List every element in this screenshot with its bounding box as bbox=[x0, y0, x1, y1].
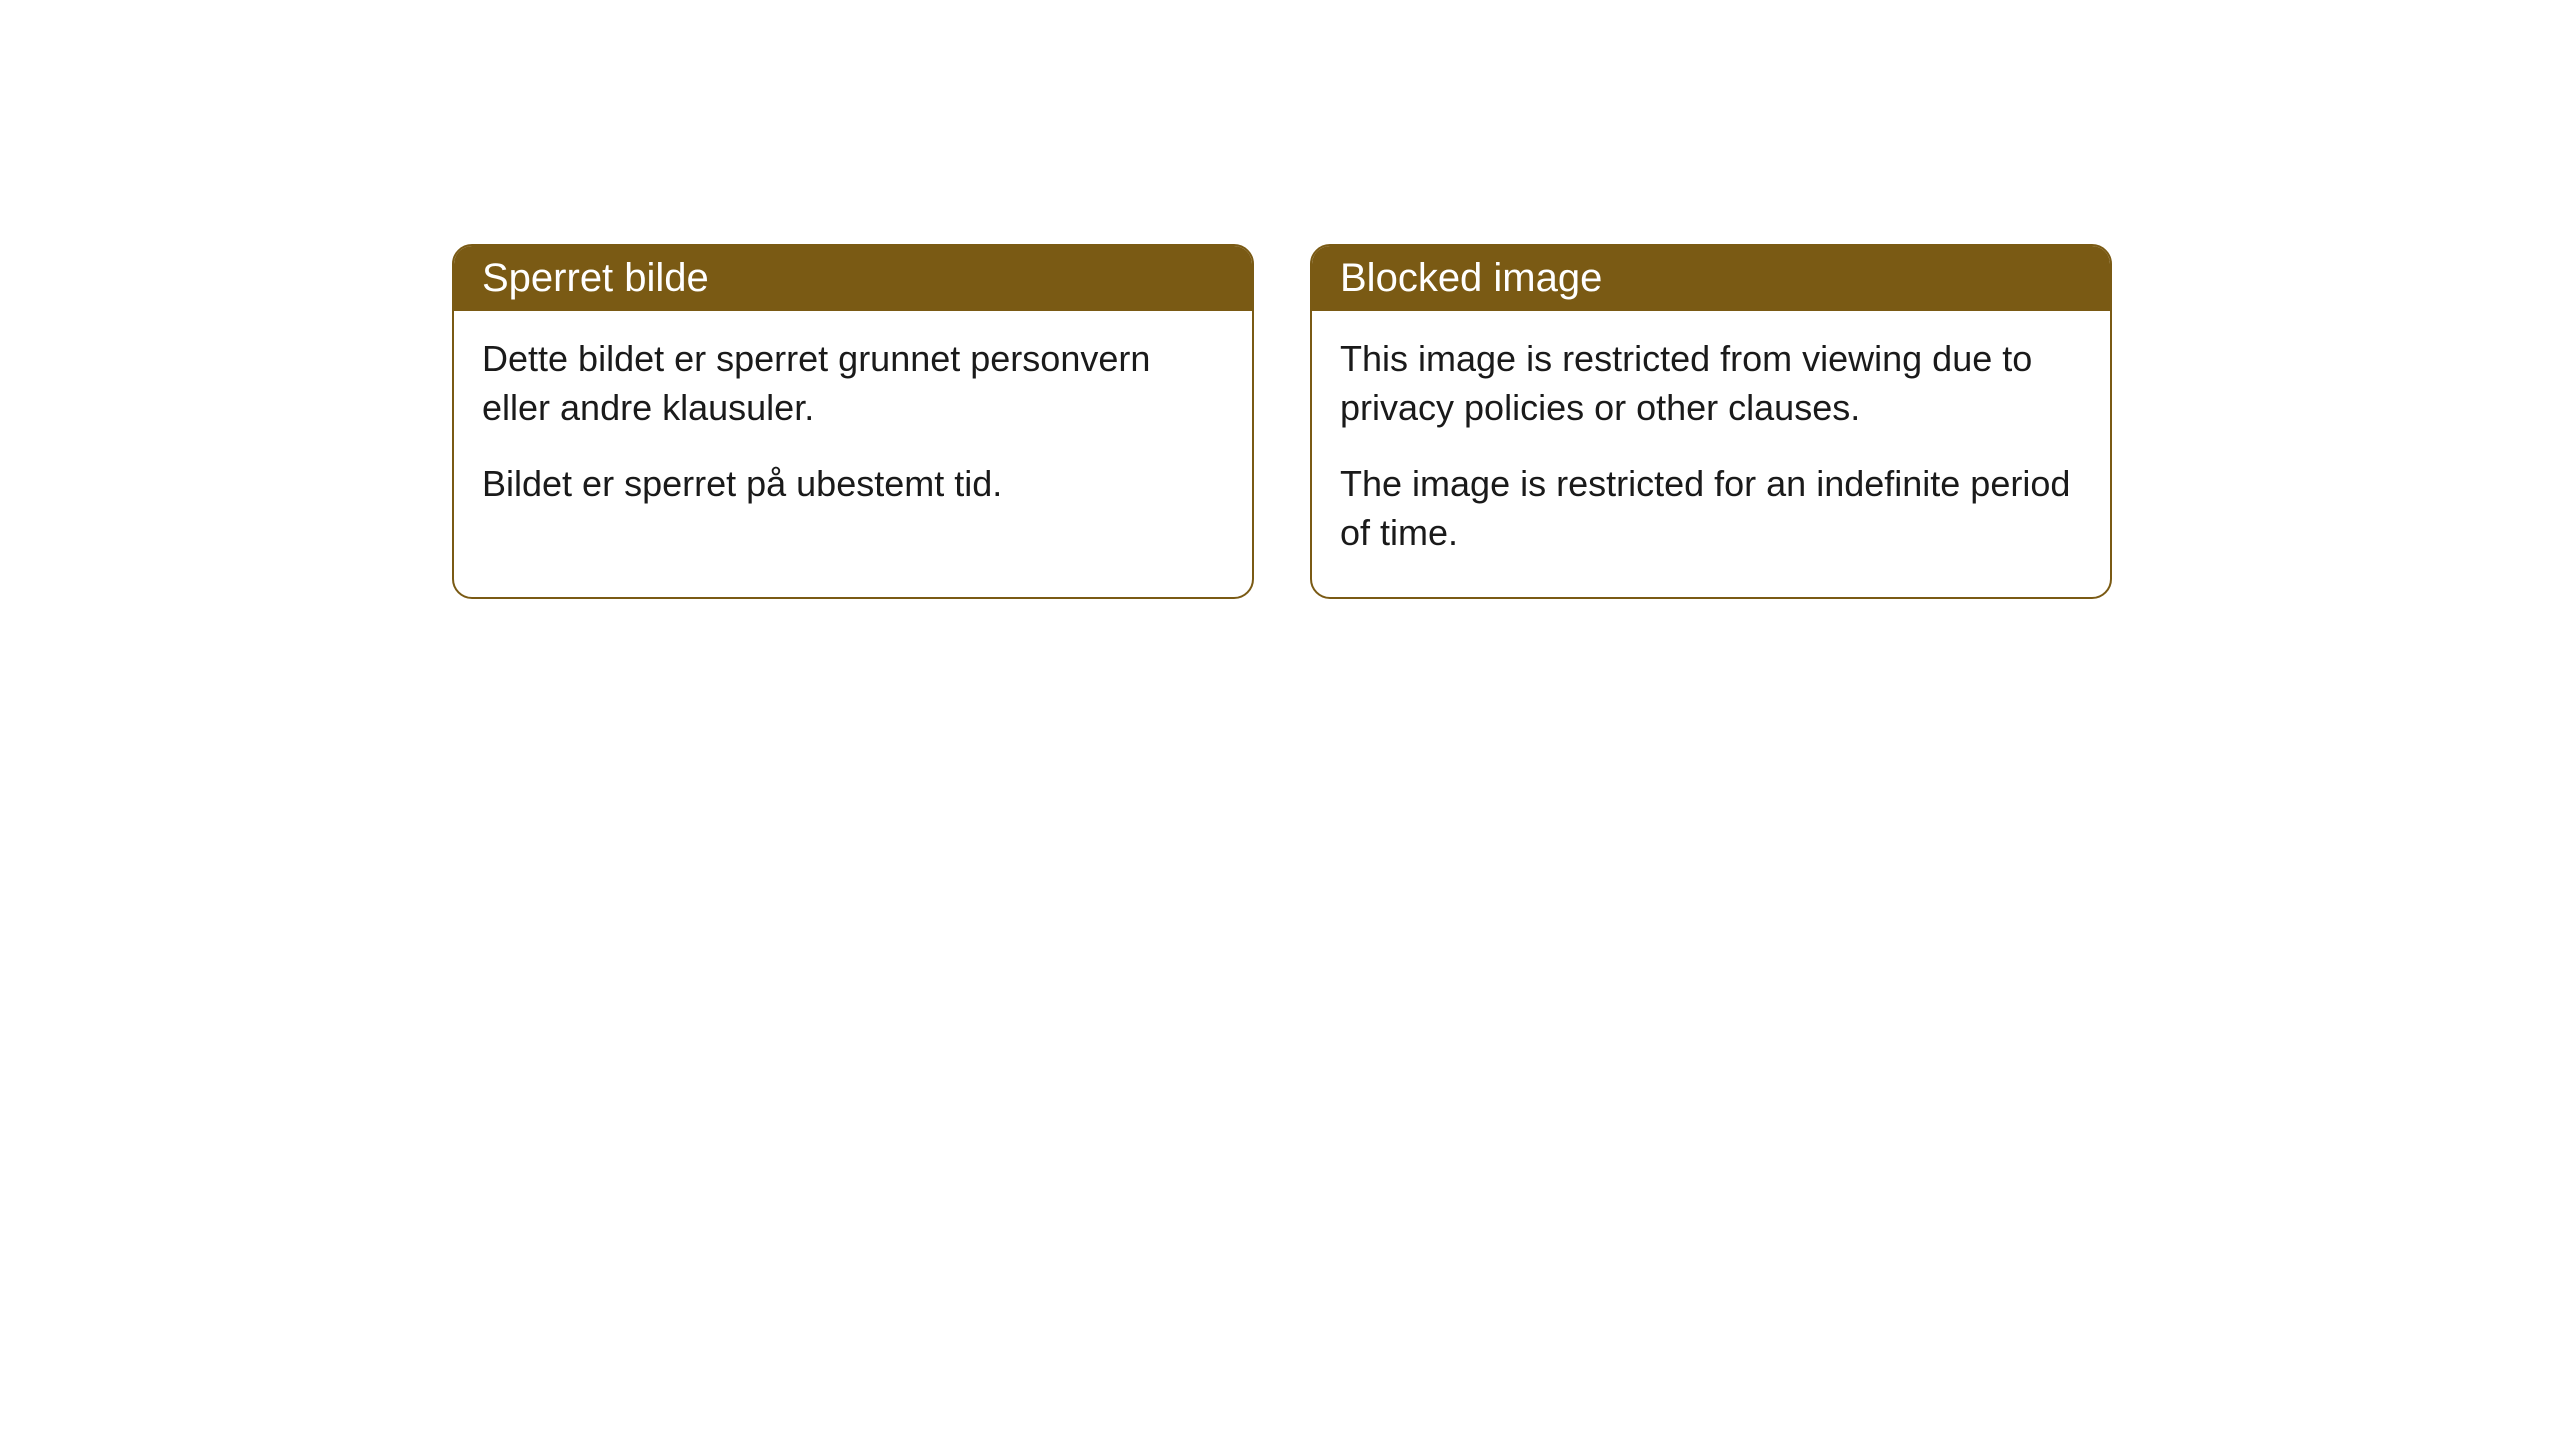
blocked-image-card-norwegian: Sperret bilde Dette bildet er sperret gr… bbox=[452, 244, 1254, 599]
notice-container: Sperret bilde Dette bildet er sperret gr… bbox=[0, 0, 2560, 599]
card-header: Blocked image bbox=[1312, 246, 2110, 311]
card-paragraph-1: This image is restricted from viewing du… bbox=[1340, 335, 2082, 432]
card-paragraph-1: Dette bildet er sperret grunnet personve… bbox=[482, 335, 1224, 432]
card-body: This image is restricted from viewing du… bbox=[1312, 311, 2110, 597]
card-body: Dette bildet er sperret grunnet personve… bbox=[454, 311, 1252, 549]
card-title: Blocked image bbox=[1340, 256, 1602, 300]
card-header: Sperret bilde bbox=[454, 246, 1252, 311]
blocked-image-card-english: Blocked image This image is restricted f… bbox=[1310, 244, 2112, 599]
card-paragraph-2: Bildet er sperret på ubestemt tid. bbox=[482, 460, 1224, 509]
card-title: Sperret bilde bbox=[482, 256, 709, 300]
card-paragraph-2: The image is restricted for an indefinit… bbox=[1340, 460, 2082, 557]
